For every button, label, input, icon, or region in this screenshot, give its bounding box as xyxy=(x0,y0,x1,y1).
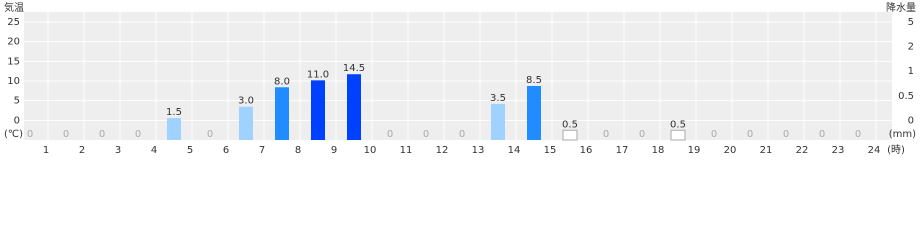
value-label: 0 xyxy=(27,129,33,140)
bar xyxy=(562,129,578,141)
y2-tick-label: 0.5 xyxy=(898,91,914,102)
y-unit: (℃) xyxy=(4,129,23,140)
y2-tick-label: 5 xyxy=(908,17,914,28)
x-tick-label: 14 xyxy=(508,145,521,156)
x-tick-label: 5 xyxy=(187,145,193,156)
y-tick-label: 5 xyxy=(14,96,20,107)
value-label: 3.5 xyxy=(490,93,506,104)
bar xyxy=(167,118,181,140)
x-tick-label: 18 xyxy=(652,145,665,156)
bar xyxy=(491,103,505,140)
y2-tick-label: 2 xyxy=(908,42,914,53)
value-label: 0 xyxy=(603,129,609,140)
value-label: 11.0 xyxy=(307,69,329,80)
x-tick-label: 13 xyxy=(472,145,485,156)
y-axis-title: 気温 xyxy=(4,1,24,14)
bar xyxy=(239,106,253,140)
y-tick-label: 10 xyxy=(7,76,20,87)
bar xyxy=(670,129,686,141)
bar xyxy=(347,74,361,140)
bar xyxy=(527,85,541,140)
x-tick-label: 11 xyxy=(400,145,413,156)
value-label: 1.5 xyxy=(166,107,182,118)
y-tick-label: 20 xyxy=(7,37,20,48)
x-tick-label: 20 xyxy=(724,145,737,156)
chart: 気温 降水量 (℃) (mm) (時) 25201510505210.50102… xyxy=(4,1,916,156)
value-label: 0 xyxy=(819,129,825,140)
value-label: 14.5 xyxy=(343,63,365,74)
x-tick-label: 24 xyxy=(868,145,881,156)
x-tick-label: 12 xyxy=(436,145,449,156)
value-label: 0 xyxy=(711,129,717,140)
y-tick-label: 25 xyxy=(7,17,20,28)
value-label: 0 xyxy=(387,129,393,140)
y-tick-label: 0 xyxy=(14,115,20,126)
value-label: 0 xyxy=(459,129,465,140)
y2-tick-label: 1 xyxy=(908,66,914,77)
value-label: 8.0 xyxy=(274,76,290,87)
x-tick-label: 3 xyxy=(115,145,121,156)
value-label: 0 xyxy=(207,129,213,140)
value-label: 0.5 xyxy=(562,119,578,130)
bar xyxy=(311,80,325,140)
x-tick-label: 22 xyxy=(796,145,809,156)
x-tick-label: 15 xyxy=(544,145,557,156)
value-label: 0 xyxy=(63,129,69,140)
y2-axis-title: 降水量 xyxy=(886,1,916,14)
x-tick-label: 1 xyxy=(43,145,49,156)
value-label: 0 xyxy=(423,129,429,140)
y2-tick-label: 0 xyxy=(908,115,914,126)
value-label: 0 xyxy=(855,129,861,140)
x-tick-label: 2 xyxy=(79,145,85,156)
x-tick-label: 17 xyxy=(616,145,629,156)
value-label: 0 xyxy=(135,129,141,140)
value-label: 0 xyxy=(783,129,789,140)
x-tick-label: 10 xyxy=(364,145,377,156)
x-tick-label: 19 xyxy=(688,145,701,156)
x-tick-label: 8 xyxy=(295,145,301,156)
x-tick-label: 7 xyxy=(259,145,265,156)
y-tick-label: 15 xyxy=(7,56,20,67)
x-tick-label: 16 xyxy=(580,145,593,156)
x-tick-label: 6 xyxy=(223,145,229,156)
value-label: 0 xyxy=(747,129,753,140)
x-tick-label: 21 xyxy=(760,145,773,156)
value-label: 0 xyxy=(639,129,645,140)
x-tick-label: 9 xyxy=(331,145,337,156)
y2-unit: (mm) xyxy=(889,129,916,140)
value-label: 8.5 xyxy=(526,75,542,86)
value-label: 0.5 xyxy=(670,119,686,130)
bar xyxy=(275,87,289,140)
x-tick-label: 23 xyxy=(832,145,845,156)
value-label: 0 xyxy=(99,129,105,140)
x-unit: (時) xyxy=(887,144,905,156)
x-tick-label: 4 xyxy=(151,145,157,156)
value-label: 3.0 xyxy=(238,96,254,107)
